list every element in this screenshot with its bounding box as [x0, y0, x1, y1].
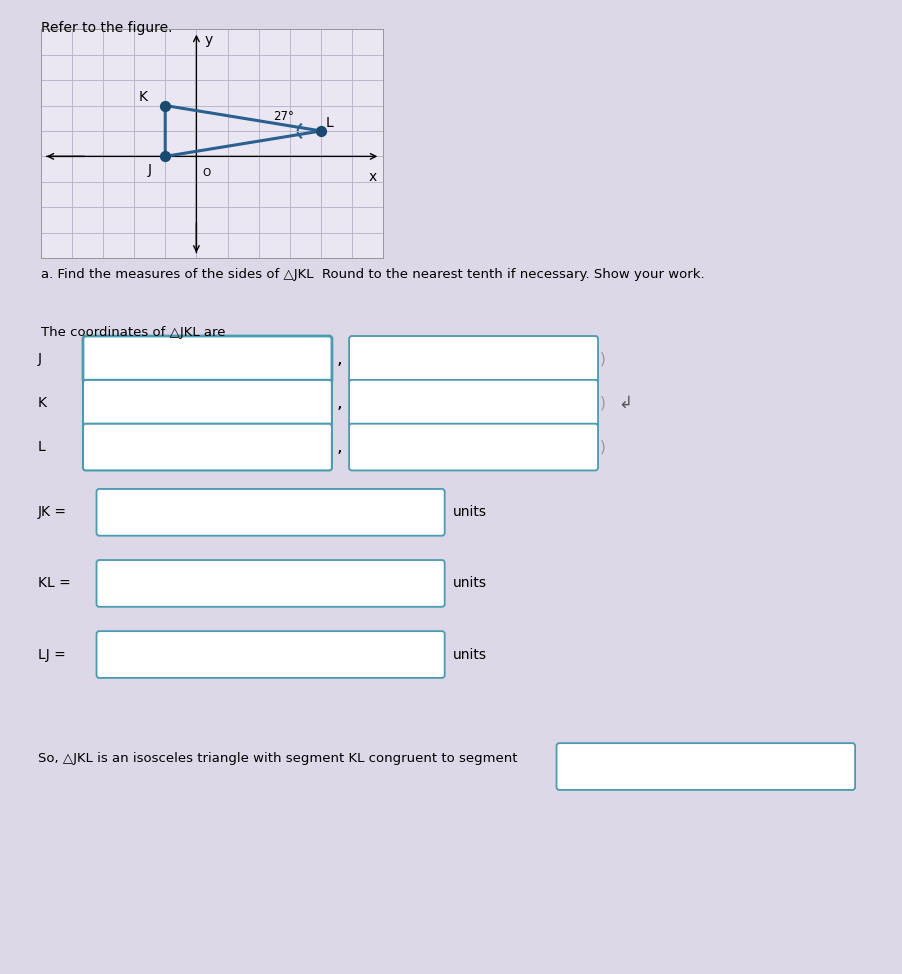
Text: So, △JKL is an isosceles triangle with segment KL congruent to segment: So, △JKL is an isosceles triangle with s…	[38, 752, 518, 765]
Text: LJ =: LJ =	[38, 648, 66, 661]
Text: L: L	[326, 116, 334, 130]
Point	[314, 123, 328, 138]
Point	[158, 149, 172, 165]
Text: Refer to the figure.: Refer to the figure.	[41, 21, 172, 35]
Text: ,: ,	[336, 351, 342, 368]
Text: units: units	[453, 577, 487, 590]
Text: ): )	[600, 439, 606, 455]
Point	[158, 97, 172, 113]
Text: J: J	[147, 163, 152, 176]
Text: O: O	[202, 168, 210, 178]
Text: units: units	[453, 648, 487, 661]
Text: J: J	[38, 353, 41, 366]
Text: 27°: 27°	[272, 109, 294, 123]
Text: units: units	[453, 506, 487, 519]
Text: K: K	[139, 91, 148, 104]
Text: ): )	[600, 395, 606, 411]
Text: ↲: ↲	[618, 394, 631, 412]
Text: y: y	[204, 33, 213, 47]
Text: ,: ,	[336, 438, 342, 456]
Text: ): )	[600, 352, 606, 367]
Text: KL =: KL =	[38, 577, 70, 590]
Text: JK =: JK =	[38, 506, 67, 519]
Text: K: K	[38, 396, 47, 410]
Text: x: x	[369, 170, 377, 184]
Text: ,: ,	[336, 394, 342, 412]
Text: a. Find the measures of the sides of △JKL  Round to the nearest tenth if necessa: a. Find the measures of the sides of △JK…	[41, 268, 704, 281]
Text: L: L	[38, 440, 46, 454]
Text: The coordinates of △JKL are: The coordinates of △JKL are	[41, 326, 226, 339]
